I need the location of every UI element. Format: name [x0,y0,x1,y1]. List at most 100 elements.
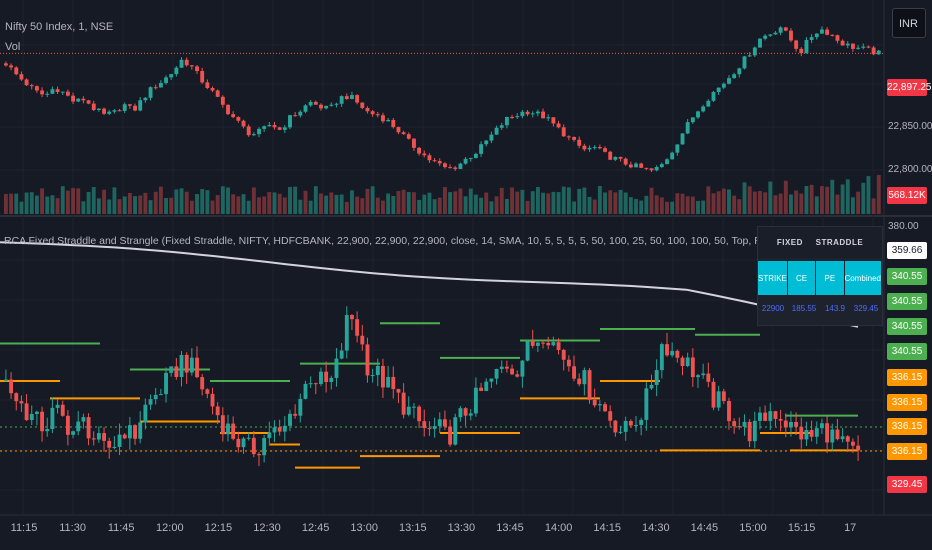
candle-body [820,29,824,34]
candle-body [876,50,881,55]
indicator-candle-body [298,398,303,416]
indicator-candle-body [127,425,132,439]
volume-bar [298,199,303,214]
indicator-candle-body [262,438,267,456]
candle-body [251,134,256,136]
indicator-candle-body [282,425,287,432]
indicator-candle-body [303,383,308,399]
volume-bar [210,200,215,214]
indicator-candle-body [437,419,442,427]
indicator-candle-body [370,375,375,377]
candle-body [133,105,137,111]
indicator-candle-body [148,399,153,405]
volume-bar [758,190,762,214]
indicator-candle-body [210,393,215,407]
candle-body [587,147,592,150]
indicator-candle-body [716,391,721,408]
volume-bar [535,186,540,214]
candle-body [690,117,695,123]
indicator-candle-body [685,357,690,367]
indicator-candle-body [267,432,272,439]
indicator-candle-body [634,424,638,426]
candle-body [752,47,757,56]
candle-body [303,105,308,112]
candle-body [556,123,561,128]
volume-bar [308,200,313,214]
indicator-candle-body [794,421,799,427]
candle-body [4,63,8,66]
volume-bar [814,196,819,214]
time-tick: 12:30 [253,522,281,534]
volume-bar [463,196,468,214]
indicator-candle-body [577,378,582,385]
volume-bar [443,187,447,214]
indicator-candle-body [504,366,509,369]
header-pe: PE [816,261,844,295]
volume-bar [122,196,127,214]
indicator-candle-body [541,342,546,344]
indicator-title[interactable]: RCA Fixed Straddle and Strangle (Fixed S… [4,235,783,247]
indicator-candle-body [293,413,298,416]
candle-body [443,163,447,168]
volume-bar [654,195,659,214]
candle-body [329,104,334,106]
volume-bar [127,192,132,214]
candle-body [504,116,509,126]
indicator-candle-body [231,423,236,439]
candle-body [685,122,690,134]
candle-body [344,96,349,99]
volume-bar [19,201,24,214]
indicator-candle-body [133,425,137,439]
candle-body [628,164,633,168]
candle-body [375,114,380,116]
volume-bar [639,200,644,214]
indicator-candle-body [768,411,773,421]
volume-bar [14,193,19,214]
volume-bar [752,191,757,214]
price-tick-22850: 22,850.00 [888,121,932,132]
candle-body [350,95,354,99]
indicator-candle-body [752,420,757,442]
candle-body [65,91,70,96]
volume-bar [747,186,752,214]
indicator-candle-body [830,429,835,443]
indicator-candle-body [14,393,19,402]
candle-body [799,48,804,54]
volume-bar [468,188,473,214]
candle-body [288,115,292,128]
candle-body [706,100,711,107]
volume-bar [799,193,804,214]
indicator-tick-380: 380.00 [888,221,919,232]
indicator-candle-body [205,389,210,394]
candle-body [282,127,287,130]
volume-bar [339,194,344,214]
indicator-badge-orange-4: 336.15 [887,443,927,460]
volume-bar [876,174,881,214]
indicator-candle-body [215,406,220,416]
candle-body [313,101,318,105]
candle-body [603,148,607,152]
candle-body [29,85,34,87]
indicator-candle-body [789,421,793,428]
indicator-candle-body [81,417,86,422]
volume-bar [856,191,861,214]
indicator-badge-green-4: 340.55 [887,343,927,360]
indicator-candle-body [608,411,613,421]
candle-body [489,134,494,141]
indicator-candle-body [453,417,458,445]
volume-bar [4,193,8,214]
candle-body [396,127,401,133]
candle-body [510,116,515,118]
indicator-candle-body [288,413,292,426]
indicator-candle-body [814,428,819,437]
volume-bar [851,197,855,214]
volume-bar [794,190,799,214]
currency-button[interactable]: INR [892,8,926,38]
indicator-candle-body [86,417,91,439]
volume-bar [510,187,515,214]
indicator-candle-body [391,376,396,390]
indicator-candle-body [592,399,597,406]
indicator-candle-body [308,383,313,385]
volume-bar [613,192,618,214]
